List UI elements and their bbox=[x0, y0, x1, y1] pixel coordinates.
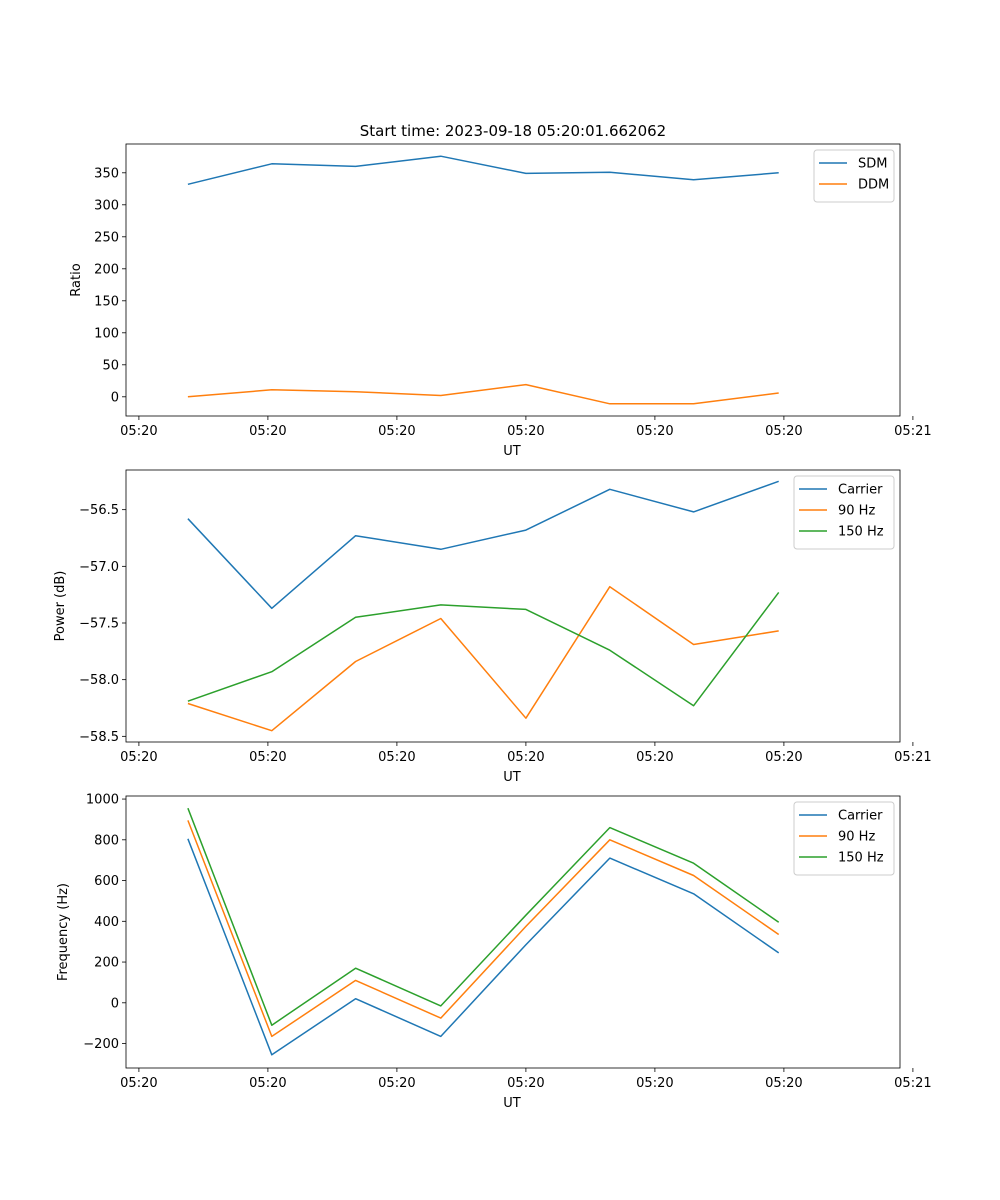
power-y-axis-label: Power (dB) bbox=[53, 571, 68, 642]
frequency-y-axis-label: Frequency (Hz) bbox=[56, 883, 71, 981]
power-y-tick-label: −57.5 bbox=[79, 617, 119, 632]
power-x-tick-label: 05:20 bbox=[378, 750, 415, 765]
ratio-x-tick-label: 05:20 bbox=[378, 424, 415, 439]
ratio-y-tick-label: 50 bbox=[102, 358, 119, 373]
ratio-x-tick-label: 05:21 bbox=[894, 424, 931, 439]
subplot-ratio: 05:20 05:20 05:20 05:20 05:20 05:20 05:21 0 50 10… bbox=[69, 143, 932, 459]
frequency-y-tick-label: 400 bbox=[94, 915, 119, 930]
figure-title: Start time: 2023-09-18 05:20:01.662062 bbox=[360, 122, 666, 140]
ratio-y-tick-label: 150 bbox=[94, 294, 119, 309]
power-legend-label: Carrier bbox=[838, 483, 883, 498]
subplot-frequency: 05:20 05:20 05:20 05:20 05:20 05:20 05:21 −200 0… bbox=[56, 793, 932, 1111]
power-x-axis-label: UT bbox=[503, 770, 521, 785]
power-series-line-90-hz bbox=[187, 585, 779, 732]
frequency-x-tick-label: 05:20 bbox=[378, 1076, 415, 1091]
ratio-y-tick-label: 100 bbox=[94, 326, 119, 341]
power-x-tick-label: 05:20 bbox=[765, 750, 802, 765]
power-legend-label: 90 Hz bbox=[838, 504, 875, 519]
frequency-y-tick-label: 800 bbox=[94, 833, 119, 848]
frequency-y-tick-label: −200 bbox=[83, 1037, 119, 1052]
power-x-tick-label: 05:20 bbox=[120, 750, 157, 765]
ratio-y-tick-label: 250 bbox=[94, 230, 119, 245]
frequency-x-tick-label: 05:21 bbox=[894, 1076, 931, 1091]
frequency-x-tick-label: 05:20 bbox=[249, 1076, 286, 1091]
frequency-y-tick-label: 0 bbox=[111, 996, 119, 1011]
power-legend-label: 150 Hz bbox=[838, 525, 884, 540]
ratio-x-tick-label: 05:20 bbox=[249, 424, 286, 439]
ratio-legend-label: SDM bbox=[858, 157, 887, 172]
frequency-y-tick-label: 200 bbox=[94, 956, 119, 971]
frequency-legend-label: 150 Hz bbox=[838, 851, 884, 866]
power-y-tick-label: −58.5 bbox=[79, 730, 119, 745]
frequency-legend-label: Carrier bbox=[838, 809, 883, 824]
power-y-tick-label: −57.0 bbox=[79, 560, 119, 575]
power-y-tick-label: −58.0 bbox=[79, 673, 119, 688]
ratio-x-tick-label: 05:20 bbox=[120, 424, 157, 439]
power-legend: Carrier 90 Hz 150 Hz bbox=[793, 475, 895, 550]
frequency-x-tick-label: 05:20 bbox=[765, 1076, 802, 1091]
frequency-x-tick-label: 05:20 bbox=[636, 1076, 673, 1091]
ratio-x-tick-label: 05:20 bbox=[636, 424, 673, 439]
ratio-y-tick-label: 0 bbox=[111, 390, 119, 405]
power-x-tick-label: 05:20 bbox=[636, 750, 673, 765]
frequency-axes-frame bbox=[125, 795, 901, 1069]
ratio-x-axis-label: UT bbox=[503, 444, 521, 459]
power-series-line-150-hz bbox=[187, 591, 780, 707]
frequency-x-tick-label: 05:20 bbox=[120, 1076, 157, 1091]
frequency-legend-label: 90 Hz bbox=[838, 830, 875, 845]
power-x-tick-label: 05:21 bbox=[894, 750, 931, 765]
ratio-y-tick-label: 350 bbox=[94, 166, 119, 181]
frequency-y-tick-label: 1000 bbox=[86, 793, 119, 808]
frequency-x-axis-label: UT bbox=[503, 1096, 521, 1111]
frequency-series-line-150-hz bbox=[187, 807, 780, 1026]
ratio-y-tick-label: 200 bbox=[94, 262, 119, 277]
power-x-tick-label: 05:20 bbox=[507, 750, 544, 765]
ratio-legend: SDM DDM bbox=[813, 149, 895, 203]
ratio-y-axis-label: Ratio bbox=[69, 263, 84, 296]
ratio-series-line-sdm bbox=[187, 155, 779, 186]
ratio-x-tick-label: 05:20 bbox=[765, 424, 802, 439]
ratio-legend-label: DDM bbox=[858, 178, 889, 193]
ratio-axes-frame bbox=[125, 143, 901, 417]
frequency-legend: Carrier 90 Hz 150 Hz bbox=[793, 801, 895, 876]
ratio-y-tick-label: 300 bbox=[94, 198, 119, 213]
subplot-power: 05:20 05:20 05:20 05:20 05:20 05:20 05:21 −58.5… bbox=[53, 469, 932, 785]
frequency-y-tick-label: 600 bbox=[94, 874, 119, 889]
ratio-x-tick-label: 05:20 bbox=[507, 424, 544, 439]
frequency-x-tick-label: 05:20 bbox=[507, 1076, 544, 1091]
power-series-line-carrier bbox=[187, 480, 779, 610]
power-x-tick-label: 05:20 bbox=[249, 750, 286, 765]
power-y-tick-label: −56.5 bbox=[79, 503, 119, 518]
frequency-series-line-90-hz bbox=[187, 820, 780, 1038]
power-axes-frame bbox=[125, 469, 901, 743]
frequency-series-line-carrier bbox=[187, 838, 780, 1056]
ratio-series-line-ddm bbox=[187, 383, 779, 405]
